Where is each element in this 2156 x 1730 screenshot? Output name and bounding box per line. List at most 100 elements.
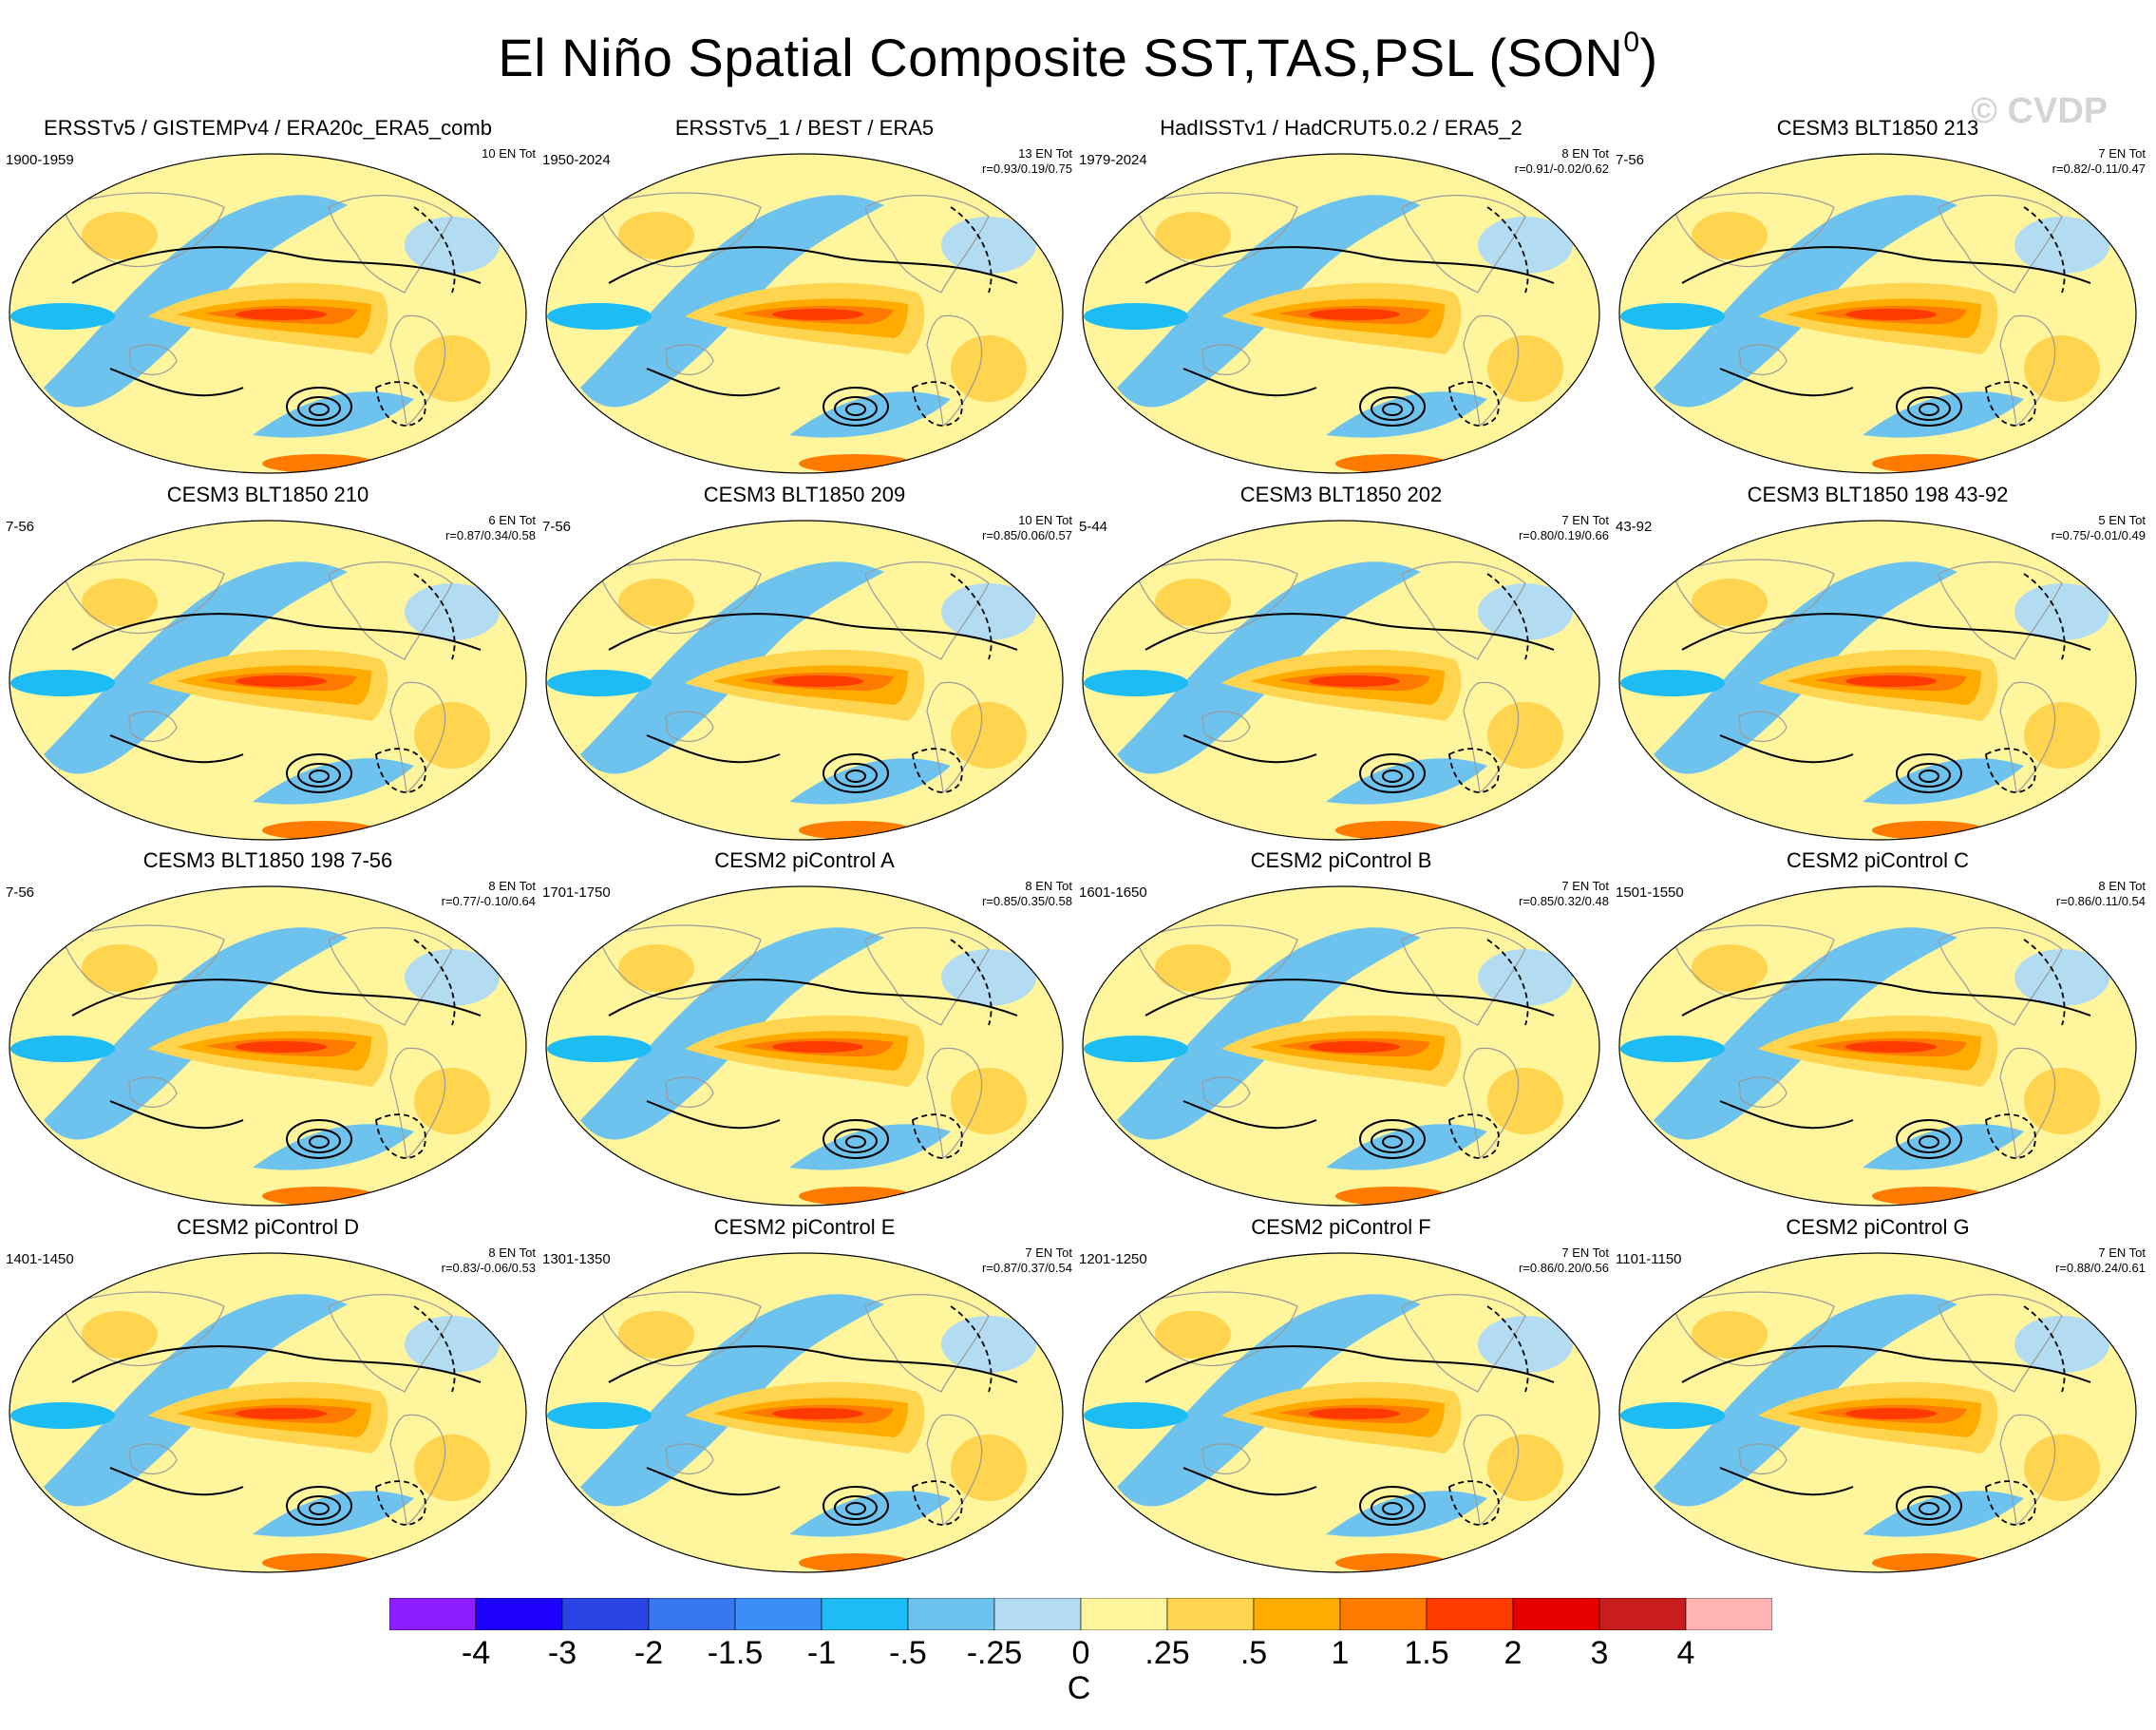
map-border <box>9 153 527 474</box>
land-outline <box>1672 1291 1835 1367</box>
slp-contour-negative <box>413 206 456 294</box>
map-border <box>545 520 1064 841</box>
slp-contour <box>1919 770 1939 783</box>
event-count: 6 EN Tot <box>488 513 536 527</box>
slp-contour <box>608 1345 1018 1383</box>
map-panel: CESM3 BLT1850 210 7-56 6 EN Tot r=0.87/0.34… <box>0 483 536 853</box>
pattern-correlation: r=0.88/0.24/0.61 <box>2054 1261 2146 1275</box>
slp-contour-negative <box>2023 573 2066 660</box>
slp-contour <box>834 763 878 788</box>
slp-contour-negative <box>375 748 426 793</box>
event-count: 10 EN Tot <box>1018 513 1072 527</box>
slp-contour <box>1359 1119 1426 1159</box>
land-outline <box>389 314 446 428</box>
robinson-map <box>545 1252 1064 1573</box>
slp-contour-negative <box>2023 939 2066 1026</box>
panel-title: CESM2 piControl A <box>714 848 895 872</box>
colorbar-tick-label: 1.5 <box>1404 1635 1449 1671</box>
warm-anomaly-region <box>951 1068 1027 1134</box>
panel-stats: 8 EN Tot r=0.86/0.11/0.54 <box>2056 879 2146 909</box>
land-outline <box>1672 192 1835 268</box>
event-count: 7 EN Tot <box>2098 1245 2146 1260</box>
land-outline <box>665 344 714 375</box>
land-outline <box>598 1291 762 1367</box>
cool-anomaly-core <box>1084 303 1188 330</box>
slp-contour <box>1382 770 1403 783</box>
cool-anomaly-region <box>1326 1491 1487 1537</box>
warm-anomaly-region <box>1155 1311 1231 1359</box>
land-outline <box>926 1414 983 1527</box>
cool-anomaly-region <box>253 758 414 805</box>
figure-title-text: El Niño Spatial Composite SST,TAS,PSL (S… <box>498 28 1624 87</box>
slp-contour <box>309 1502 330 1515</box>
slp-contour <box>823 387 889 427</box>
cool-anomaly-region <box>405 583 500 640</box>
map-panel: CESM2 piControl A 1701-1750 8 EN Tot r=0.85… <box>537 848 1072 1219</box>
panel-year-range: 5-44 <box>1079 519 1108 535</box>
slp-contour <box>1907 396 1951 421</box>
warm-anomaly-region <box>618 1311 694 1359</box>
slp-contour <box>1359 753 1426 793</box>
colorbar-tick-label: 0 <box>1071 1635 1090 1671</box>
panel-year-range: 7-56 <box>6 519 35 535</box>
land-outline <box>389 1414 446 1527</box>
slp-contour <box>1681 979 2091 1017</box>
slp-contour <box>286 753 352 793</box>
event-count: 8 EN Tot <box>1561 146 1609 161</box>
slp-contour-negative <box>912 1480 963 1526</box>
slp-contour-negative <box>1448 1113 1500 1159</box>
warm-anomaly-region <box>82 212 158 259</box>
warm-anomaly-region <box>1155 944 1231 992</box>
warm-anomaly-region <box>1692 1311 1768 1359</box>
panel-stats: 7 EN Tot r=0.80/0.19/0.66 <box>1519 513 1609 543</box>
land-outline <box>665 1443 714 1474</box>
map-panel: CESM2 piControl F 1201-1250 7 EN Tot r=0.86… <box>1073 1215 1609 1586</box>
cool-anomaly-region <box>1863 1491 2024 1537</box>
land-outline <box>1938 561 2063 660</box>
panel-title: CESM3 BLT1850 198 43-92 <box>1747 483 2009 506</box>
slp-contour <box>1144 246 1555 284</box>
slp-contour <box>1371 396 1414 421</box>
cool-anomaly-core <box>1084 1036 1188 1062</box>
cool-anomaly-core <box>1084 1402 1188 1429</box>
panel-stats: 8 EN Tot r=0.85/0.35/0.58 <box>982 879 1072 909</box>
land-outline <box>926 314 983 428</box>
land-outline <box>1135 559 1298 635</box>
anomaly-field <box>1619 154 2136 473</box>
panel-year-range: 7-56 <box>1616 152 1645 168</box>
slp-contour <box>1681 1345 2091 1383</box>
robinson-map <box>545 153 1064 474</box>
pattern-correlation: r=0.85/0.32/0.48 <box>1518 894 1609 908</box>
panel-year-range: 1601-1650 <box>1079 884 1147 901</box>
colorbar-tick-label: 2 <box>1504 1635 1522 1671</box>
panel-year-range: 1201-1250 <box>1079 1251 1147 1267</box>
colorbar-tick-label: -.5 <box>889 1635 927 1671</box>
slp-contour <box>1382 1135 1403 1149</box>
slp-contour <box>845 1135 866 1149</box>
panel-title: CESM3 BLT1850 198 7-56 <box>142 848 393 872</box>
land-outline <box>1999 1047 2056 1160</box>
cool-anomaly-core <box>547 670 652 696</box>
slp-contour <box>1382 403 1403 416</box>
slp-contour <box>1907 763 1951 788</box>
cool-anomaly-core <box>10 1036 115 1062</box>
anomaly-field <box>1083 521 1599 840</box>
map-panel: CESM2 piControl E 1301-1350 7 EN Tot r=0.87… <box>537 1215 1072 1586</box>
slp-contour <box>297 763 341 788</box>
cool-anomaly-region <box>405 1316 500 1373</box>
panel-year-range: 1101-1150 <box>1616 1251 1682 1267</box>
slp-contour <box>1896 753 1962 793</box>
panel-title: CESM2 piControl B <box>1250 848 1432 872</box>
slp-contour <box>1896 387 1962 427</box>
slp-contour-negative <box>1448 1480 1500 1526</box>
colorbar-unit-label: C <box>1067 1670 1091 1706</box>
slp-contour <box>286 1486 352 1526</box>
robinson-map <box>1618 153 2137 474</box>
cool-anomaly-core <box>1620 303 1725 330</box>
warm-anomaly-peak <box>772 1041 863 1053</box>
land-outline <box>1135 1291 1298 1367</box>
map-panel: CESM2 piControl G 1101-1150 7 EN Tot r=0.88… <box>1610 1215 2146 1586</box>
warm-anomaly-region <box>414 1435 490 1501</box>
slp-contour <box>823 753 889 793</box>
map-border <box>9 520 527 841</box>
